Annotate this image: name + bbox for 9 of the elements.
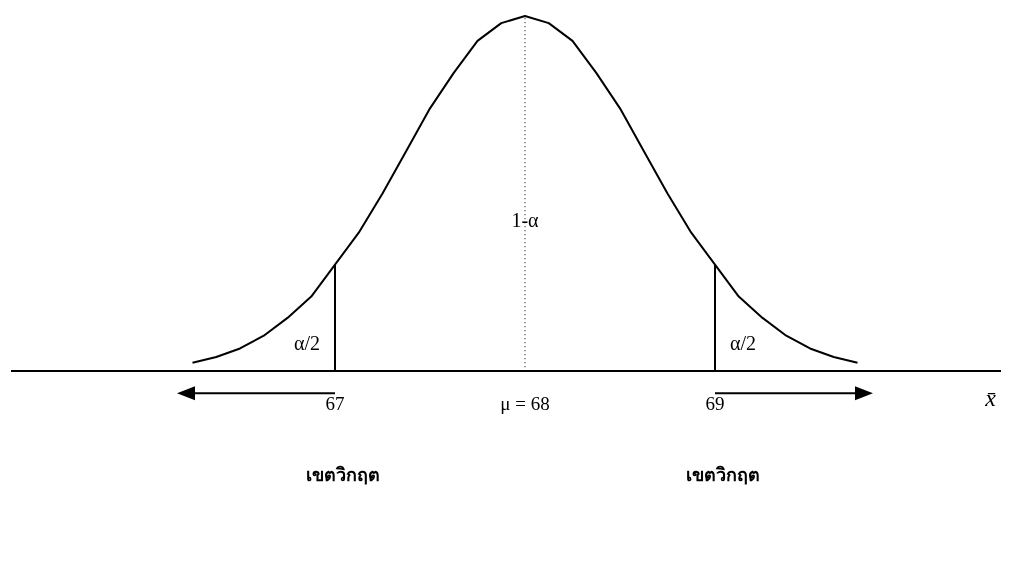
x-tick-label: μ = 68 [500, 392, 550, 414]
text: เขตวิกฤต [686, 463, 760, 485]
annotation: 1-α [511, 209, 540, 232]
annotation: α/2 [293, 332, 321, 355]
x-tick-label: 67 [325, 392, 345, 414]
annotation: α/2 [729, 332, 757, 355]
x-tick-label: 69 [705, 392, 725, 414]
x-axis-title: x̄ [984, 384, 997, 411]
text: เขตวิกฤต [306, 463, 380, 485]
